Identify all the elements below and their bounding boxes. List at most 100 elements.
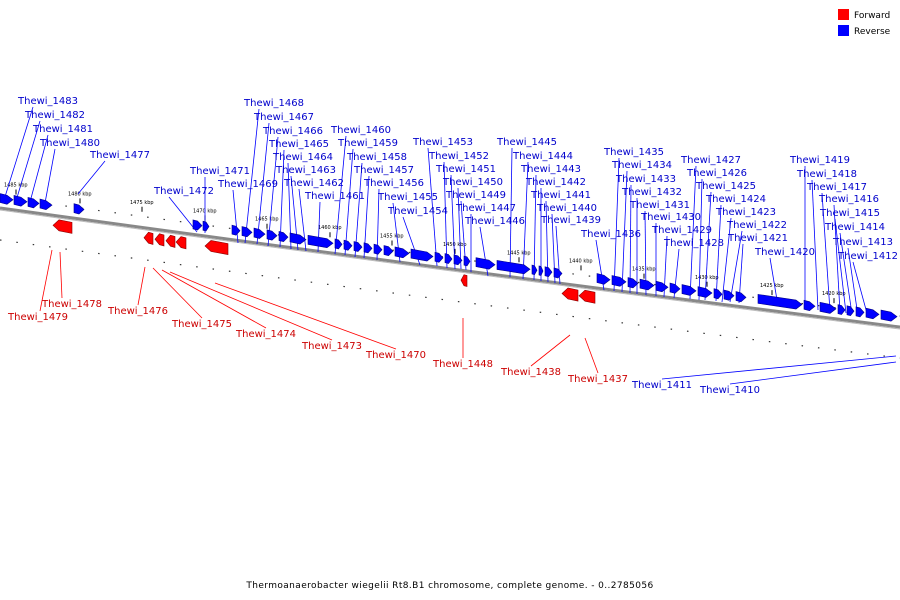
forward-gene-label: Thewi_1438 (500, 367, 561, 378)
scale-tick-label: 1450 kbp (443, 242, 467, 248)
reverse-gene-label: Thewi_1413 (832, 237, 893, 248)
reverse-leader-line (77, 160, 106, 195)
legend: Forward Reverse (838, 9, 891, 37)
reverse-gene-label: Thewi_1428 (663, 238, 724, 249)
scale-tick-label: 1460 kbp (318, 225, 342, 231)
reverse-leader-line (279, 149, 285, 248)
reverse-gene-label: Thewi_1458 (346, 152, 407, 163)
reverse-gene-label: Thewi_1459 (337, 138, 398, 149)
reverse-gene-arrow (0, 193, 14, 205)
reverse-gene-label: Thewi_1422 (726, 220, 787, 231)
reverse-gene-arrow (444, 253, 453, 264)
reverse-gene-label: Thewi_1443 (520, 164, 581, 175)
reverse-gene-label: Thewi_1427 (680, 155, 741, 166)
reverse-gene-arrow (819, 301, 837, 314)
reverse-leader-line (834, 218, 847, 314)
forward-gene-label: Thewi_1479 (7, 312, 68, 323)
reverse-gene-label: Thewi_1468 (243, 98, 304, 109)
reverse-leader-line (256, 122, 270, 245)
scale-tick-label: 1465 kbp (255, 217, 279, 223)
reverse-gene-label: Thewi_1482 (24, 110, 85, 121)
reverse-gene-arrow (266, 229, 278, 241)
reverse-gene-label: Thewi_1454 (387, 206, 448, 217)
scale-tick-label: 1435 kbp (632, 267, 656, 273)
scale-tick-label: 1425 kbp (760, 283, 784, 289)
reverse-leader-line (852, 261, 869, 318)
reverse-leader-line (621, 170, 628, 293)
reverse-leader-line (661, 355, 897, 380)
reverse-gene-label: Thewi_1455 (377, 192, 438, 203)
reverse-gene-label: Thewi_1442 (525, 177, 586, 188)
reverse-gene-label: Thewi_1480 (39, 138, 100, 149)
reverse-gene-label: Thewi_1411 (631, 380, 692, 391)
reverse-gene-arrow (639, 278, 655, 291)
reverse-gene-label: Thewi_1432 (621, 187, 682, 198)
reverse-gene-label: Thewi_1416 (818, 194, 879, 205)
reverse-gene-arrow (373, 243, 383, 255)
reverse-gene-label: Thewi_1447 (455, 203, 516, 214)
reverse-gene-arrow (278, 231, 289, 243)
forward-leader-line (152, 267, 203, 319)
reverse-leader-line (443, 161, 448, 269)
forward-leader-line (214, 282, 397, 350)
reverse-leader-line (839, 232, 853, 315)
label-leader-lines (3, 106, 897, 385)
reverse-gene-arrow (803, 299, 816, 312)
forward-gene-label: Thewi_1474 (235, 329, 296, 340)
forward-gene-arrow (175, 236, 187, 250)
reverse-gene-label: Thewi_1418 (796, 169, 857, 180)
scale-tick-label: 1440 kbp (569, 258, 593, 264)
reverse-leader-line (334, 135, 347, 255)
forward-gene-arrow (165, 234, 176, 248)
forward-gene-label: Thewi_1478 (41, 299, 102, 310)
reverse-gene-arrow (713, 288, 723, 300)
reverse-gene-arrow (544, 266, 553, 278)
reverse-gene-arrow (475, 257, 496, 270)
reverse-gene-label: Thewi_1450 (442, 177, 503, 188)
reverse-gene-arrow (757, 294, 803, 310)
scale-tick-label: 1485 kbp (4, 183, 28, 189)
reverse-gene-label: Thewi_1460 (330, 125, 391, 136)
forward-gene-arrow (204, 240, 229, 255)
reverse-gene-arrow (855, 306, 865, 318)
reverse-gene-label: Thewi_1414 (824, 222, 885, 233)
scale-tick-label: 1455 kbp (380, 233, 404, 239)
forward-gene-label: Thewi_1437 (567, 374, 628, 385)
reverse-leader-line (427, 147, 438, 267)
reverse-legend-label: Reverse (854, 27, 891, 37)
reverse-gene-arrow (723, 289, 735, 301)
reverse-gene-label: Thewi_1457 (353, 165, 414, 176)
backbone-shadow (0, 209, 900, 330)
reverse-gene-arrow (837, 304, 846, 315)
reverse-gene-label: Thewi_1410 (699, 385, 760, 396)
forward-gene-label: Thewi_1473 (301, 341, 362, 352)
reverse-gene-arrow (865, 307, 880, 320)
forward-leader-line (39, 249, 53, 312)
reverse-gene-arrow (383, 245, 394, 257)
reverse-gene-label: Thewi_1456 (363, 178, 424, 189)
reverse-leader-line (168, 196, 198, 233)
reverse-gene-label: Thewi_1466 (262, 126, 323, 137)
reverse-gene-label: Thewi_1444 (512, 151, 573, 162)
reverse-leader-line (729, 230, 743, 303)
reverse-gene-arrow (846, 305, 855, 316)
reverse-gene-arrow (655, 280, 669, 293)
reverse-gene-label: Thewi_1433 (615, 174, 676, 185)
forward-leader-line (161, 269, 267, 329)
reverse-gene-arrow (363, 242, 373, 254)
forward-legend-label: Forward (854, 11, 890, 21)
forward-leader-line (584, 337, 599, 374)
reverse-gene-label: Thewi_1453 (412, 137, 473, 148)
reverse-leader-line (344, 148, 354, 256)
reverse-gene-arrow (735, 291, 747, 303)
reverse-swatch (838, 25, 849, 36)
reverse-gene-label: Thewi_1415 (819, 208, 880, 219)
reverse-leader-line (522, 161, 529, 280)
forward-gene-arrow (154, 233, 165, 247)
reverse-leader-line (3, 106, 34, 201)
reverse-leader-line (29, 134, 49, 203)
reverse-gene-arrow (697, 286, 713, 298)
reverse-gene-arrow (27, 196, 40, 209)
